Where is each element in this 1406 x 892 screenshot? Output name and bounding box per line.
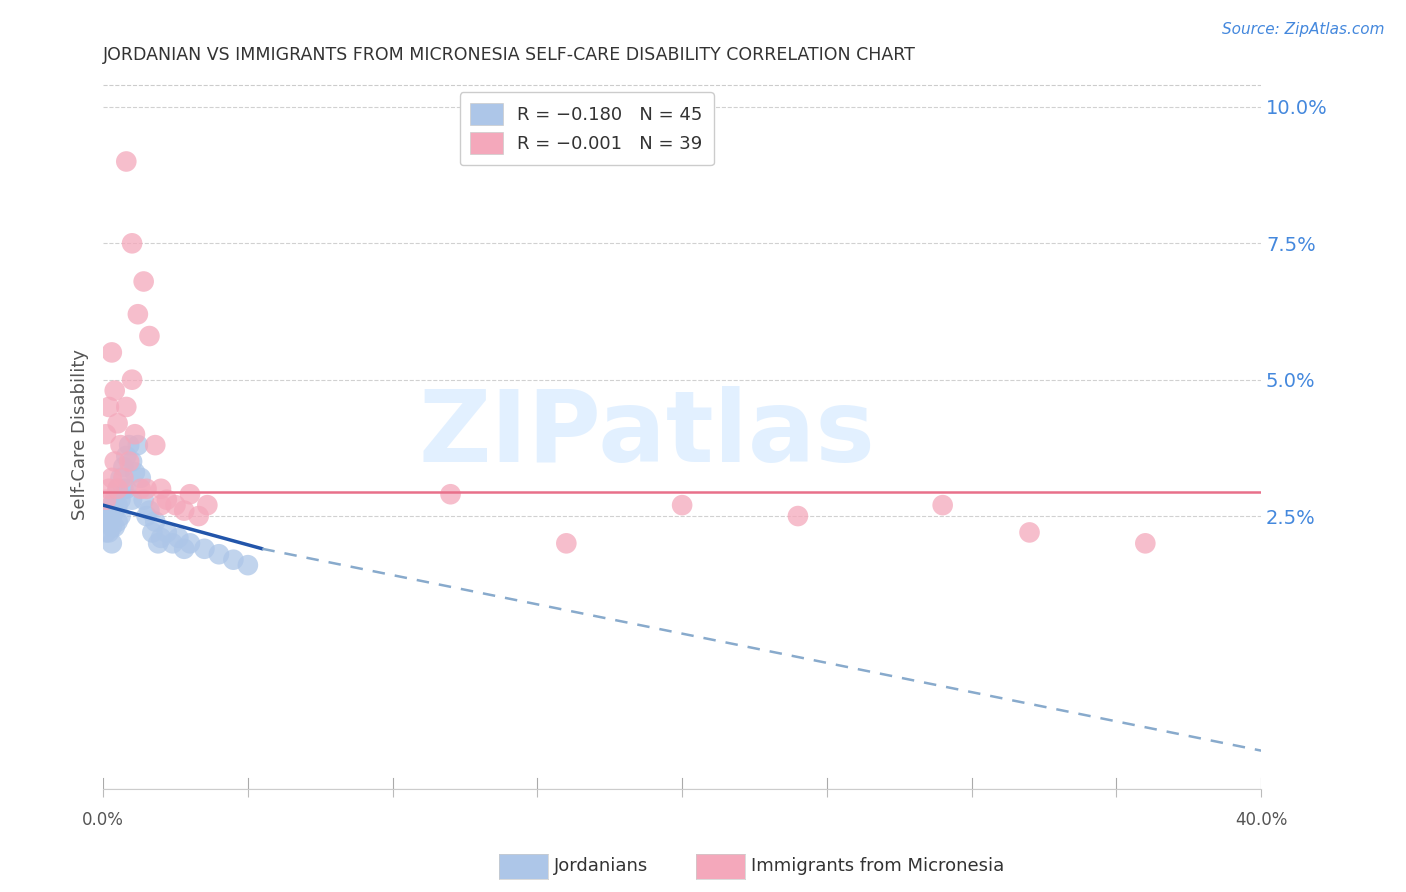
Point [187,509,209,524]
Text: JORDANIAN VS IMMIGRANTS FROM MICRONESIA SELF-CARE DISABILITY CORRELATION CHART: JORDANIAN VS IMMIGRANTS FROM MICRONESIA … [103,46,915,64]
Point [132,275,155,289]
Point [107,482,129,496]
Point [671,498,693,512]
Point [150,482,173,496]
Point [118,454,141,468]
Point [104,454,127,468]
Point [555,536,578,550]
Point [110,471,132,485]
Point [132,492,155,507]
Point [94,515,117,529]
Point [143,438,166,452]
Point [138,329,160,343]
Point [101,498,124,512]
Point [127,438,149,452]
Point [101,471,124,485]
Text: Source: ZipAtlas.com: Source: ZipAtlas.com [1222,22,1385,37]
Point [94,427,117,442]
Point [236,558,259,573]
Point [121,492,143,507]
Point [156,492,179,507]
Point [165,498,187,512]
Point [107,482,129,496]
Point [135,482,157,496]
Point [97,482,120,496]
Point [115,482,138,496]
Point [104,503,127,517]
Point [162,536,184,550]
Point [179,487,201,501]
Text: Jordanians: Jordanians [554,857,648,875]
Point [146,536,169,550]
Point [167,531,190,545]
Point [787,509,810,524]
Point [179,536,201,550]
Point [195,498,218,512]
Point [94,492,117,507]
Point [112,460,135,475]
Point [135,509,157,524]
Point [97,515,120,529]
Point [138,503,160,517]
Point [150,498,173,512]
Point [110,492,132,507]
Point [129,471,152,485]
Point [143,515,166,529]
Point [101,509,124,524]
Point [115,449,138,463]
Point [121,454,143,468]
Point [101,520,124,534]
Point [112,482,135,496]
Legend: R = −0.180   N = 45, R = −0.001   N = 39: R = −0.180 N = 45, R = −0.001 N = 39 [460,92,713,165]
Point [107,498,129,512]
Point [94,525,117,540]
Point [439,487,461,501]
Point [101,345,124,359]
Point [931,498,953,512]
Point [141,525,163,540]
Point [107,417,129,431]
Point [115,400,138,414]
Text: Immigrants from Micronesia: Immigrants from Micronesia [751,857,1004,875]
Point [1018,525,1040,540]
Point [156,525,179,540]
Point [193,541,215,556]
Y-axis label: Self-Care Disability: Self-Care Disability [72,349,89,520]
Point [124,427,146,442]
Point [208,547,231,561]
Point [150,531,173,545]
Point [94,509,117,524]
Point [110,509,132,524]
Point [104,384,127,398]
Point [97,400,120,414]
Point [104,520,127,534]
Point [115,154,138,169]
Point [173,541,195,556]
Point [1135,536,1157,550]
Text: 40.0%: 40.0% [1234,811,1288,829]
Point [104,492,127,507]
Point [121,236,143,251]
Point [121,373,143,387]
Point [97,503,120,517]
Point [127,307,149,321]
Point [110,438,132,452]
Point [118,438,141,452]
Text: ZIPatlas: ZIPatlas [419,385,876,483]
Point [222,552,245,566]
Point [124,466,146,480]
Point [107,515,129,529]
Text: 0.0%: 0.0% [82,811,124,829]
Point [173,503,195,517]
Point [129,482,152,496]
Point [112,471,135,485]
Point [97,525,120,540]
Point [101,536,124,550]
